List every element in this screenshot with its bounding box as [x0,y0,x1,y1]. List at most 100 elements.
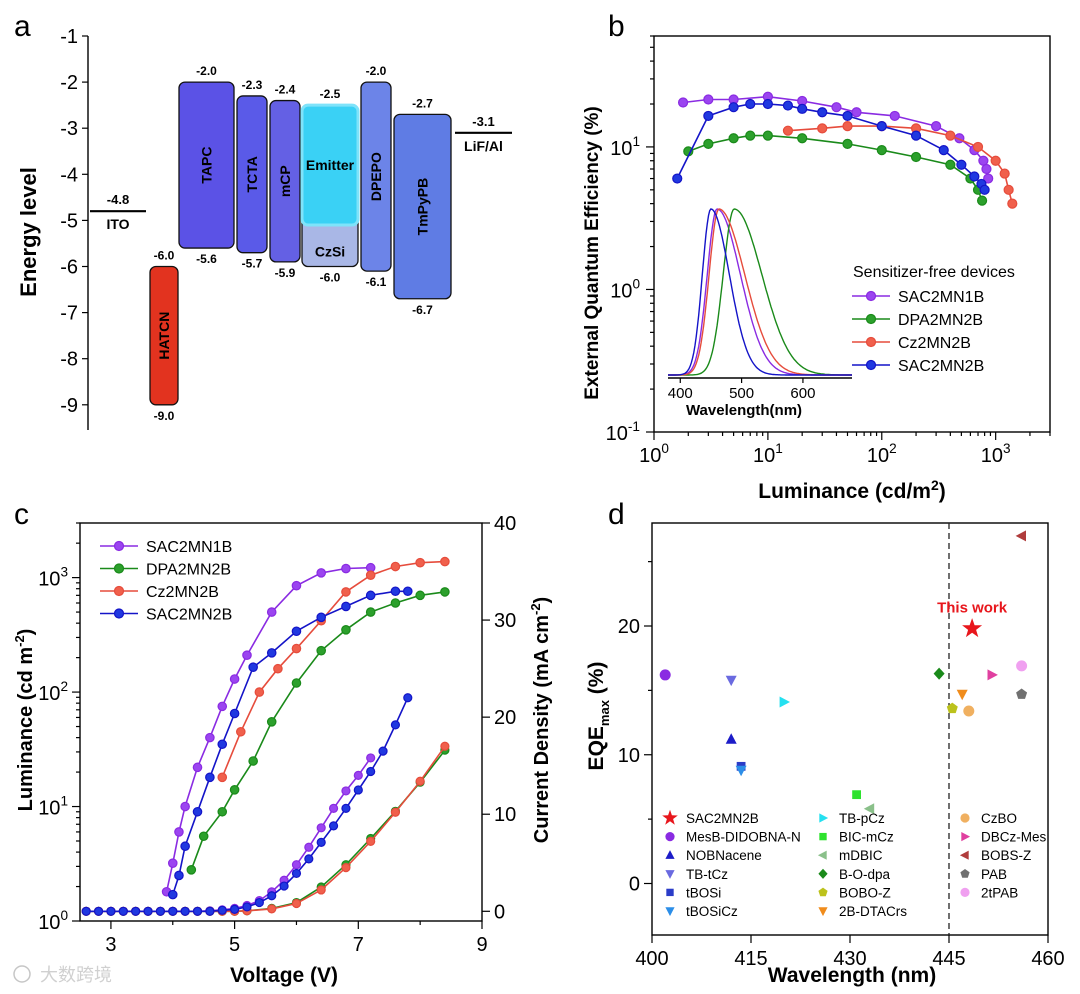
current-series-sac2mn2b [81,693,413,916]
current-point [415,776,425,786]
eqe-point [842,120,853,132]
current-point [304,854,314,864]
panel-c-ytick-right-label: 40 [494,513,516,535]
panel-c-ytick-right-label: 10 [494,804,516,826]
legend-marker [665,850,675,859]
layer-top-value: -6.0 [154,249,175,263]
eqe-point [831,102,842,113]
legend-label-cz2mn2b: Cz2MN2B [898,335,971,352]
current-point [118,906,128,916]
eqe-series-cz2mn2b [782,120,1018,209]
eqe-point [990,155,1001,166]
panel-b-ylabel: External Quantum Efficiency (%) [582,106,603,400]
luminance-point [180,801,190,812]
panel-d-ytick-label: 20 [618,616,640,638]
current-point [366,766,376,777]
eqe-point [938,144,949,156]
panel-c-luminance-current-chart: Luminance (cd m-2) Current Density (mA c… [12,513,553,987]
eqe-point [976,195,988,206]
eqe-point [956,159,967,170]
scatter-point-nobnacene [725,733,737,744]
eqe-point [889,110,900,122]
eqe-point [999,168,1010,179]
eqe-point [842,138,853,149]
inset-spectrum-sac2mn1b [668,208,852,376]
panel-d-xtick-label: 460 [1031,948,1064,970]
legend-marker [959,850,969,860]
legend-label-sac2mn2b: SAC2MN2B [146,607,232,624]
luminance-point [291,626,302,637]
inset-spectrum-cz2mn2b [668,208,852,376]
layer-bottom-value: -5.7 [242,257,263,271]
luminance-point [205,772,215,783]
panel-c-xtick-label: 3 [105,934,116,956]
current-point [81,906,91,916]
luminance-point [167,858,178,868]
current-series-cz2mn2b [81,741,450,916]
legend-label-nobnacene: NOBNacene [686,848,762,863]
luminance-point [167,889,178,900]
luminance-point [229,785,240,795]
legend-label-dpa2mn2b: DPA2MN2B [146,562,231,579]
current-point [192,906,203,916]
eqe-point [797,103,808,114]
panel-d-xtick-label: 430 [833,948,866,970]
current-series-dpa2mn2b [81,745,450,916]
panel-c-xlabel: Voltage (V) [230,964,338,987]
inset-xlabel: Wavelength(nm) [686,402,802,419]
panel-c-frame [79,522,483,922]
layer-tapc [178,81,235,249]
inset-xtick-label: 600 [790,385,815,402]
layer-bottom-value: -5.9 [275,266,296,280]
luminance-point [266,607,277,617]
eqe-point [1007,198,1018,209]
panel-d-letter: d [608,498,625,531]
panel-c-ylabel-left: Luminance (cd m-2) [12,629,37,812]
scatter-point-sac2mn2b [962,618,983,638]
eqe-point [978,155,989,166]
layer-hatcn [149,265,179,406]
legend-label-bic-mcz: BIC-mCz [839,830,894,845]
luminance-series-sac2mn1b [161,562,376,897]
layer-top-value: -2.4 [275,83,296,97]
current-point [254,897,264,908]
legend-label-mesb-didobna-n: MesB-DIDOBNA-N [686,830,801,845]
panel-c-ylabel-right: Current Density (mA cm-2) [528,597,553,843]
luminance-point [390,561,401,572]
legend-label-pab: PAB [981,867,1007,882]
current-point [316,837,326,847]
layer-bottom-value: -9.0 [154,409,175,423]
legend-marker [666,888,674,897]
eqe-series-sac2mn1b [677,91,994,184]
luminance-point [174,870,184,881]
current-point [328,821,339,831]
eqe-point [762,98,773,110]
inset-spectrum-dpa2mn2b [668,208,852,376]
eqe-series-sac2mn2b [672,98,990,195]
legend-marker [865,359,877,371]
luminance-point [229,708,240,719]
luminance-point [291,678,302,688]
energy-level-name: ITO [106,216,129,232]
panel-c-ytick-right-label: 20 [494,707,516,729]
current-line [86,697,409,913]
layer-dpepo [360,81,392,272]
current-point [267,891,277,901]
panel-d-xtick-label: 445 [932,948,965,970]
scatter-point-pab [1016,688,1028,699]
current-point [131,906,141,916]
eqe-line [676,103,986,191]
eqe-line [688,134,983,201]
luminance-point [192,762,203,773]
inset-xtick-label: 500 [729,385,754,402]
luminance-point [186,865,197,875]
layer-label: DPEPO [368,152,384,201]
panel-a-ytick-label: -2 [60,72,78,94]
panel-c-ytick-right-label: 0 [494,901,505,923]
luminance-point [254,687,265,697]
scatter-point-czbo [963,705,975,717]
legend-label-bobo-z: BOBO-Z [839,885,891,900]
current-line [86,745,446,913]
luminance-point [440,556,450,567]
layer-top-value: -2.3 [242,78,263,92]
